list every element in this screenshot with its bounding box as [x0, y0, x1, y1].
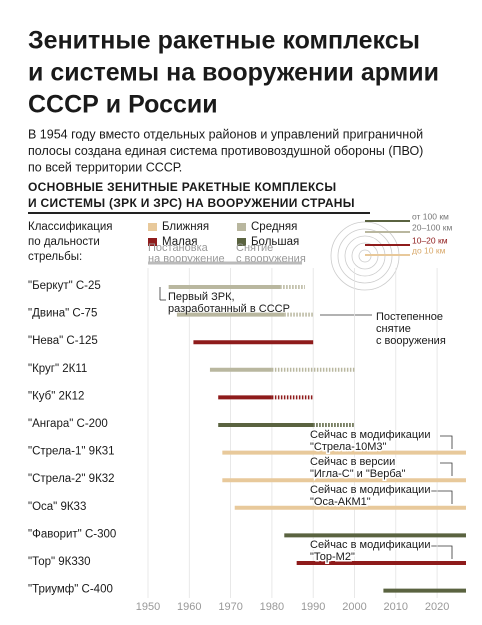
annotation: снятие: [376, 323, 411, 335]
range-label: до 10 км: [412, 245, 446, 255]
row-label: "Триумф" С-400: [28, 584, 113, 596]
key-end: Снятие: [236, 242, 273, 254]
row-label: "Фаворит" С-300: [28, 528, 116, 540]
row-label: "Тор" 9К330: [28, 556, 91, 568]
legend-swatch: [148, 238, 157, 246]
row-label: "Круг" 2К11: [28, 363, 87, 375]
title-line: Зенитные ракетные комплексы: [28, 27, 420, 55]
key-start: Постановка: [148, 242, 209, 254]
annotation: Сейчас в модификации: [310, 539, 430, 551]
x-tick-label: 2010: [384, 601, 408, 613]
annotation: Первый ЗРК,: [168, 291, 235, 303]
annotation: "Стрела-10М3": [310, 441, 386, 453]
x-tick-label: 2000: [342, 601, 366, 613]
row-label: "Двина" С-75: [28, 308, 97, 320]
annotation: "Оса-АКМ1": [310, 496, 371, 508]
section-heading: ОСНОВНЫЕ ЗЕНИТНЫЕ РАКЕТНЫЕ КОМПЛЕКСЫ: [28, 180, 336, 194]
range-label: 10–20 км: [412, 235, 448, 245]
x-tick-label: 1950: [136, 601, 160, 613]
annotation: Сейчас в модификации: [310, 429, 430, 441]
legend-label: Малая: [162, 236, 197, 248]
legend-title: Классификация: [28, 221, 113, 233]
annotation: разработанный в СССР: [168, 303, 290, 315]
annotation: с вооружения: [376, 335, 446, 347]
row-label: "Стрела-1" 9К31: [28, 446, 115, 458]
row-label: "Нева" С-125: [28, 335, 98, 347]
intro-line: В 1954 году вместо отдельных районов и у…: [28, 127, 423, 141]
annotation: Сейчас в версии: [310, 456, 395, 468]
row-label: "Оса" 9К33: [28, 501, 86, 513]
legend-title: стрельбы:: [28, 251, 82, 263]
legend-title: по дальности: [28, 236, 100, 248]
intro-line: полосы создана единая система противовоз…: [28, 144, 423, 158]
x-tick-label: 1990: [301, 601, 325, 613]
legend-label: Большая: [251, 236, 299, 248]
x-tick-label: 1960: [177, 601, 201, 613]
x-tick-label: 2020: [425, 601, 449, 613]
row-label: "Стрела-2" 9К32: [28, 473, 115, 485]
legend-swatch: [148, 223, 157, 231]
row-label: "Беркут" С-25: [28, 280, 101, 292]
title-line: и системы на вооружении армии: [28, 59, 439, 87]
annotation: Сейчас в модификации: [310, 484, 430, 496]
row-label: "Ангара" С-200: [28, 418, 108, 430]
legend-label: Ближняя: [162, 221, 209, 233]
legend-swatch: [237, 238, 246, 246]
annotation: "Игла-С" и "Верба": [310, 468, 406, 480]
title-line: СССР и России: [28, 91, 218, 119]
x-tick-label: 1970: [218, 601, 242, 613]
range-label: 20–100 км: [412, 222, 452, 232]
range-label: от 100 км: [412, 211, 449, 221]
legend-label: Средняя: [251, 221, 297, 233]
section-heading: И СИСТЕМЫ (ЗРК И ЗРС) НА ВООРУЖЕНИИ СТРА…: [28, 196, 355, 210]
intro-line: по всей территории СССР.: [28, 160, 182, 174]
legend-swatch: [237, 223, 246, 231]
annotation: Постепенное: [376, 311, 443, 323]
x-tick-label: 1980: [260, 601, 284, 613]
annotation: "Тор-М2": [310, 551, 355, 563]
row-label: "Куб" 2К12: [28, 390, 84, 402]
